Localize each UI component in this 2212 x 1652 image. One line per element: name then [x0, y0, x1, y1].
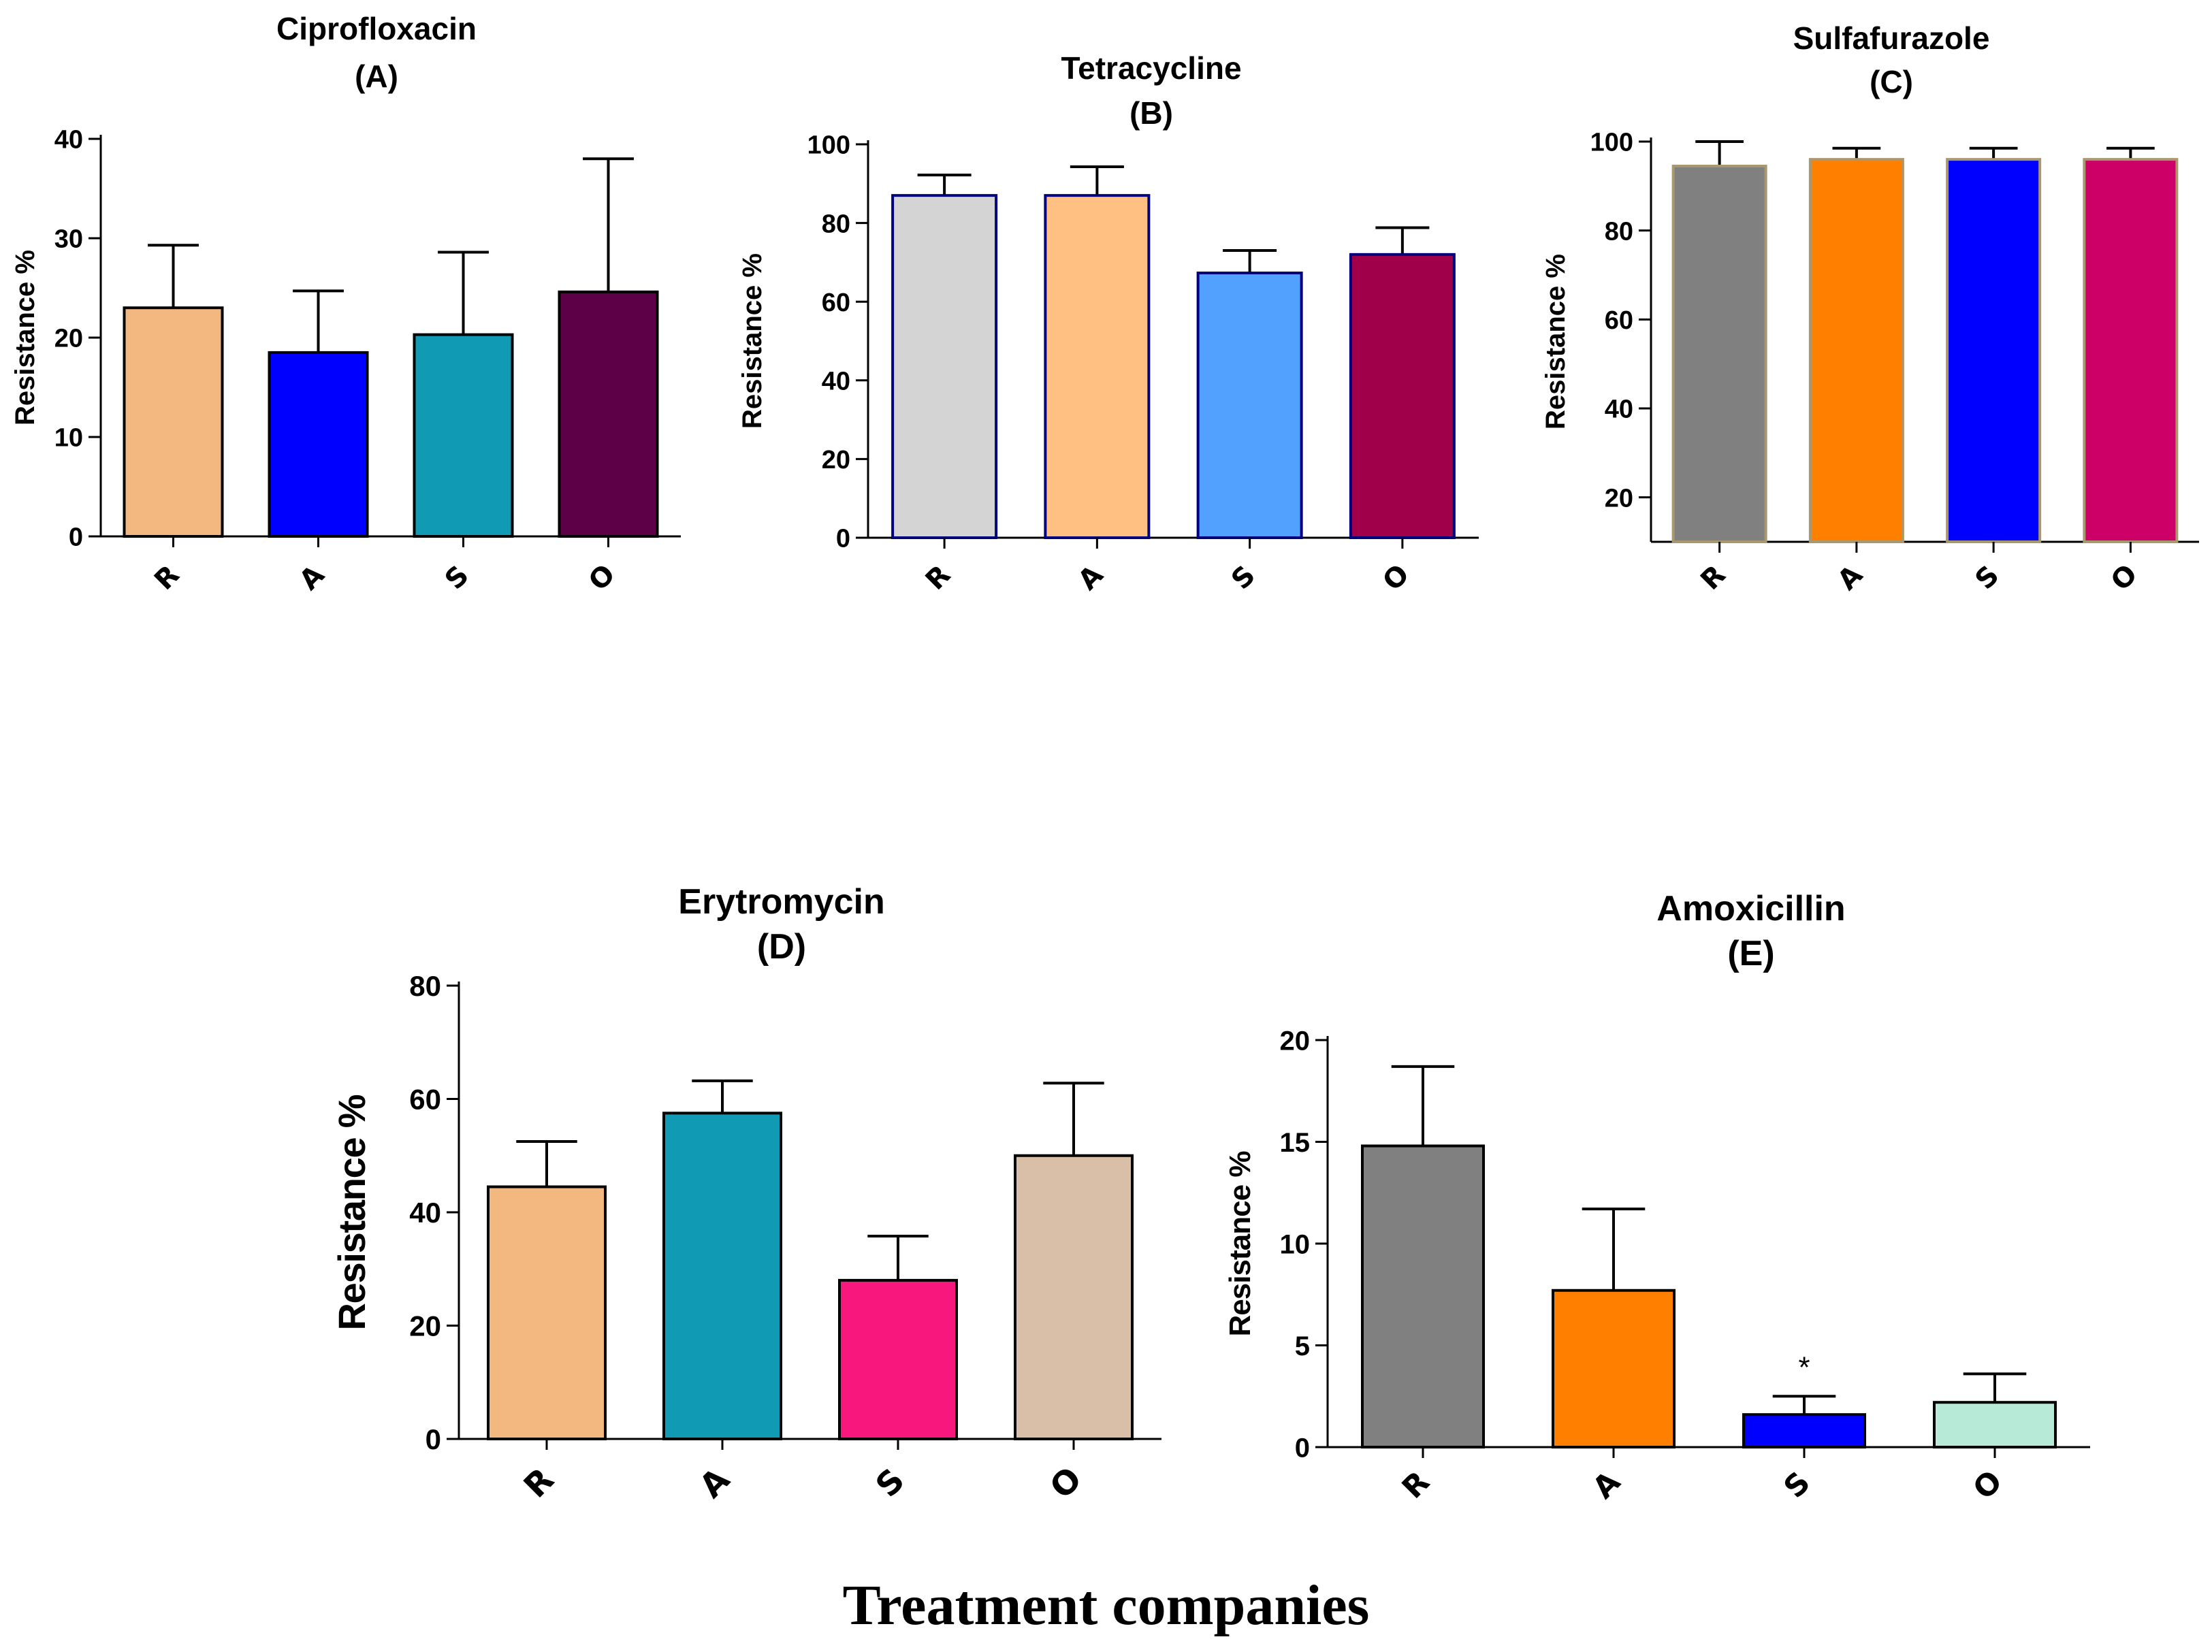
chart-e-bar-o: [1933, 1401, 2057, 1448]
chart-c-xtick-label-s: S: [1969, 560, 2005, 596]
chart-a-title: Ciprofloxacin: [276, 11, 477, 46]
chart-d: Erytromycin (D) 0 20 40 60 80 Resistance % R A S O: [330, 882, 1161, 1506]
chart-a-ytick-label: 0: [69, 523, 83, 552]
chart-c-ytick-label: 100: [1590, 129, 1633, 157]
chart-e-title: Amoxicillin: [1656, 889, 1845, 928]
chart-c-bar-r: [1671, 164, 1767, 543]
chart-e-ytick-label: 15: [1280, 1128, 1311, 1158]
chart-e-ytick-label: 0: [1295, 1433, 1310, 1463]
chart-e-ylabel: Resistance %: [1223, 1151, 1257, 1337]
chart-a-subtitle: (A): [355, 59, 398, 94]
chart-c-ylabel: Resistance %: [1541, 254, 1571, 430]
chart-c-bar-o: [2083, 158, 2179, 543]
chart-d-ytick-label: 40: [409, 1197, 441, 1229]
chart-b-ytick-label: 20: [822, 446, 850, 474]
chart-d-subtitle: (D): [757, 927, 806, 967]
chart-b-xtick-label-o: O: [1377, 559, 1415, 598]
chart-b-ytick-label: 60: [822, 289, 850, 317]
chart-c: Sulfafurazole (C) 20 40 60 80 100 Resistance % R…: [1541, 20, 2199, 597]
chart-b-bar-s: [1196, 272, 1303, 539]
chart-a: Ciprofloxacin (A) 0 10 20 30 40 Resistance % R A S…: [10, 11, 681, 597]
chart-a-bar-s: [413, 333, 514, 538]
chart-d-xtick-label-r: R: [517, 1461, 562, 1506]
chart-b-xtick-label-a: A: [1072, 560, 1109, 596]
chart-d-ytick-label: 80: [409, 970, 441, 1002]
chart-d-bar-s: [838, 1278, 958, 1441]
chart-a-ylabel: Resistance %: [10, 250, 40, 425]
chart-d-title: Erytromycin: [678, 882, 884, 922]
chart-e-ytick-label: 5: [1295, 1331, 1310, 1361]
chart-a-xtick-label-a: A: [293, 560, 330, 596]
chart-a-bar-o: [558, 290, 659, 538]
chart-b-subtitle: (B): [1129, 95, 1173, 131]
chart-c-title: Sulfafurazole: [1793, 20, 1990, 56]
chart-c-subtitle: (C): [1870, 64, 1913, 99]
chart-d-xtick-label-a: A: [692, 1461, 737, 1506]
chart-c-ytick-label: 20: [1605, 484, 1633, 513]
chart-e-xtick-label-a: A: [1586, 1465, 1627, 1506]
chart-d-ytick-label: 0: [426, 1423, 441, 1455]
chart-d-bar-o: [1014, 1154, 1134, 1440]
chart-d-ylabel: Resistance %: [330, 1095, 373, 1331]
chart-b-ytick-label: 40: [822, 367, 850, 395]
chart-a-bar-a: [268, 351, 369, 538]
chart-b-title: Tetracycline: [1061, 50, 1241, 86]
chart-e-ytick-label: 10: [1280, 1229, 1311, 1259]
chart-d-ytick-label: 20: [409, 1310, 441, 1342]
chart-a-ytick-label: 10: [54, 424, 83, 453]
chart-a-xtick-label-o: O: [583, 559, 622, 598]
chart-e-bar-s: [1742, 1413, 1866, 1448]
chart-e-subtitle: (E): [1727, 934, 1774, 973]
chart-b-xtick-label-r: R: [920, 560, 957, 596]
chart-a-bar-r: [123, 306, 224, 538]
chart-c-xtick-label-o: O: [2105, 559, 2144, 598]
chart-b-xtick-label-s: S: [1225, 560, 1262, 596]
chart-a-ytick-label: 40: [54, 126, 83, 155]
chart-a-xtick-label-r: R: [148, 560, 185, 596]
chart-b-bar-r: [891, 194, 998, 539]
chart-a-ytick-label: 20: [54, 325, 83, 353]
figure-xlabel: Treatment companies: [842, 1574, 1370, 1637]
chart-d-xtick-label-s: S: [869, 1461, 912, 1505]
chart-b-bar-o: [1349, 253, 1456, 539]
chart-e: Amoxicillin (E) 0 5 10 15 20 Resistance % R A S O *: [1223, 889, 2090, 1506]
chart-e-xtick-label-s: S: [1778, 1465, 1817, 1505]
chart-b-ytick-label: 100: [807, 131, 850, 160]
chart-d-xtick-label-o: O: [1042, 1459, 1089, 1506]
chart-b-ytick-label: 0: [836, 525, 850, 553]
chart-e-bar-a: [1552, 1289, 1676, 1449]
chart-c-bar-a: [1808, 158, 1904, 543]
chart-e-ytick-label: 20: [1280, 1026, 1311, 1056]
chart-e-xtick-label-o: O: [1966, 1463, 2009, 1506]
chart-b-bar-a: [1044, 194, 1151, 539]
chart-e-xtick-label-r: R: [1396, 1465, 1437, 1506]
chart-e-bar-r: [1361, 1144, 1485, 1448]
chart-c-xtick-label-a: A: [1831, 560, 1868, 596]
chart-c-ytick-label: 80: [1605, 217, 1633, 246]
chart-d-ytick-label: 60: [409, 1084, 441, 1116]
chart-b-ytick-label: 80: [822, 210, 850, 238]
chart-b-ylabel: Resistance %: [737, 253, 767, 429]
chart-b: Tetracycline (B) 0 20 40 60 80 100 Resistance % R…: [737, 50, 1479, 597]
chart-e-significance-marker: *: [1798, 1350, 1810, 1384]
chart-d-bar-r: [487, 1185, 607, 1440]
chart-c-ytick-label: 60: [1605, 306, 1633, 335]
chart-a-ytick-label: 30: [54, 225, 83, 254]
chart-c-bar-s: [1946, 158, 2042, 543]
chart-c-xtick-label-r: R: [1695, 560, 1731, 596]
chart-d-bar-a: [662, 1112, 782, 1440]
chart-a-xtick-label-s: S: [439, 560, 475, 596]
chart-c-ytick-label: 40: [1605, 395, 1633, 424]
